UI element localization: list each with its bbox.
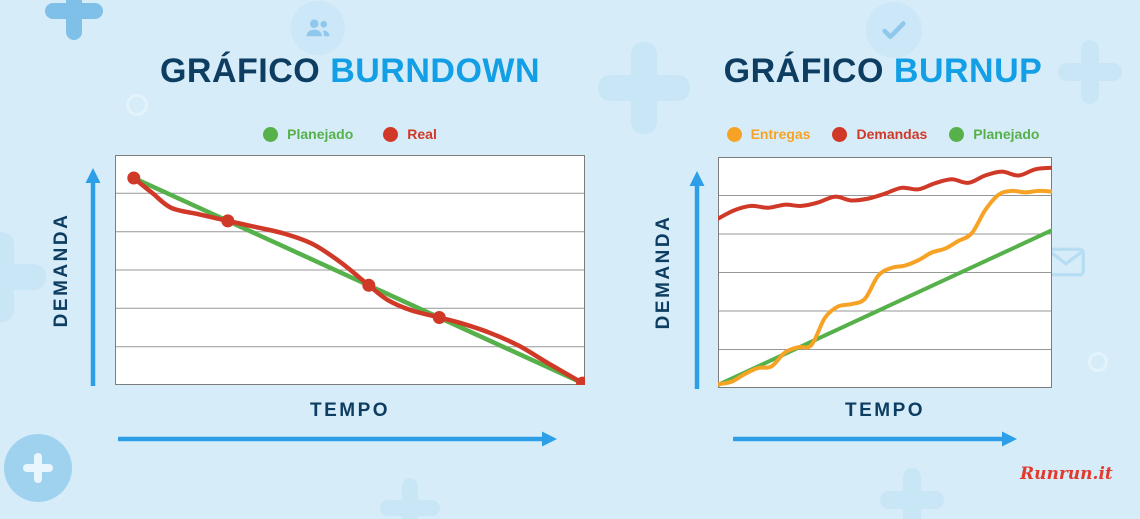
burndown-y-axis-arrow-icon	[85, 168, 101, 386]
plus-icon	[23, 453, 53, 483]
burnup-title-prefix: GRÁFICO	[723, 52, 884, 90]
burnup-y-axis-arrow-icon	[689, 171, 705, 389]
legend-item: Demandas	[832, 126, 927, 142]
decor-ring-icon	[126, 94, 148, 116]
burnup-legend: Entregas Demandas Planejado	[673, 124, 1093, 144]
burndown-title: GRÁFICO BURNDOWN	[115, 52, 585, 91]
burndown-y-axis-label: DEMANDA	[51, 212, 72, 328]
burnup-title: GRÁFICO BURNUP	[683, 52, 1083, 91]
burnup-x-axis-arrow-icon	[733, 431, 1017, 447]
decor-plus-icon	[598, 42, 690, 134]
legend-item: Entregas	[726, 126, 811, 142]
burnup-title-main: BURNUP	[893, 52, 1043, 90]
burndown-legend: Planejado Real	[115, 124, 585, 144]
decor-plus-circle	[4, 434, 72, 502]
legend-label: Real	[407, 126, 437, 142]
burnup-plot-area	[718, 157, 1052, 388]
burndown-x-axis-arrow-icon	[118, 431, 557, 447]
legend-dot	[832, 126, 848, 142]
legend-label: Planejado	[287, 126, 354, 142]
decor-plus-icon	[0, 232, 46, 322]
legend-item: Planejado	[949, 126, 1039, 142]
runrunit-logo: Runrun.it	[1020, 464, 1113, 484]
decor-check-circle	[866, 2, 922, 58]
burnup-x-axis-label: TEMPO	[844, 400, 926, 421]
burndown-title-prefix: GRÁFICO	[159, 52, 321, 90]
legend-dot	[726, 126, 742, 142]
legend-dot	[383, 126, 399, 142]
decor-plus-icon	[880, 468, 944, 519]
check-icon	[882, 21, 906, 39]
burnup-y-axis-label: DEMANDA	[653, 214, 674, 330]
legend-dot	[949, 126, 965, 142]
legend-item: Real	[383, 126, 437, 142]
burndown-x-axis-label: TEMPO	[309, 400, 391, 421]
legend-label: Entregas	[750, 126, 811, 142]
decor-plus-icon	[380, 478, 440, 519]
people-icon	[306, 19, 330, 37]
burndown-title-main: BURNDOWN	[330, 52, 541, 90]
decor-ring-icon	[1088, 352, 1108, 372]
legend-dot	[263, 126, 279, 142]
legend-label: Planejado	[973, 126, 1040, 142]
decor-plus-icon	[45, 0, 103, 40]
burndown-plot-area	[115, 155, 585, 385]
decor-people-circle	[291, 1, 345, 55]
legend-item: Planejado	[263, 126, 353, 142]
legend-label: Demandas	[856, 126, 928, 142]
